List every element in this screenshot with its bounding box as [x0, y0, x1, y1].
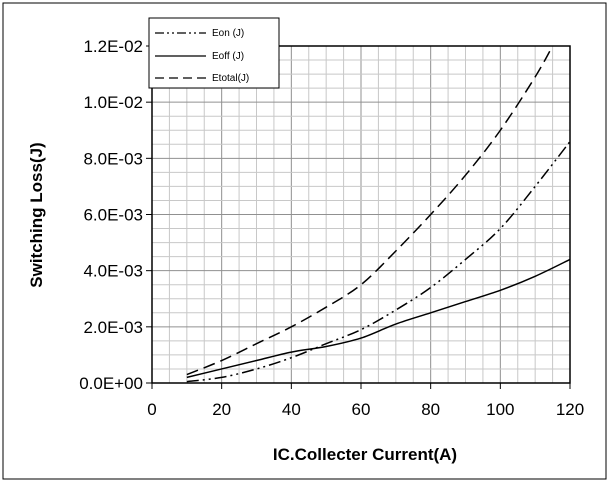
legend-box [148, 17, 280, 89]
y-axis-title: Switching Loss(J) [27, 142, 46, 287]
grid-layer [152, 46, 570, 383]
y-tick-label: 6.0E-03 [83, 206, 143, 225]
y-tick-label: 8.0E-03 [83, 149, 143, 168]
x-axis-title: IC.Collecter Current(A) [273, 445, 457, 464]
x-tick-label: 80 [421, 400, 440, 419]
series-layer [186, 45, 571, 383]
legend-label-eon: Eon (J) [212, 28, 244, 39]
y-tick-label: 1.0E-02 [83, 93, 143, 112]
chart-legend: Eon (J) Eoff (J) Etotal(J) [148, 17, 280, 89]
x-tick-label: 40 [282, 400, 301, 419]
legend-label-etotal: Etotal(J) [212, 73, 249, 84]
y-tick-label: 4.0E-03 [83, 262, 143, 281]
figure-border [2, 2, 607, 480]
x-tick-label: 100 [486, 400, 514, 419]
series-line-0 [186, 141, 571, 383]
series-line-2 [186, 45, 554, 376]
y-tick-label: 0.0E+00 [79, 374, 143, 393]
legend-label-eoff: Eoff (J) [212, 51, 244, 62]
x-tick-label: 20 [212, 400, 231, 419]
series-line-1 [186, 258, 571, 379]
x-tick-label: 120 [556, 400, 584, 419]
y-tick-label: 2.0E-03 [83, 318, 143, 337]
x-tick-label: 60 [352, 400, 371, 419]
ticks-layer: 0 20 40 60 80 100 120 0.0E+00 2.0E-03 4.0E-03 6.0E… [79, 37, 584, 419]
x-tick-label: 0 [147, 400, 156, 419]
y-tick-label: 1.2E-02 [83, 37, 143, 56]
